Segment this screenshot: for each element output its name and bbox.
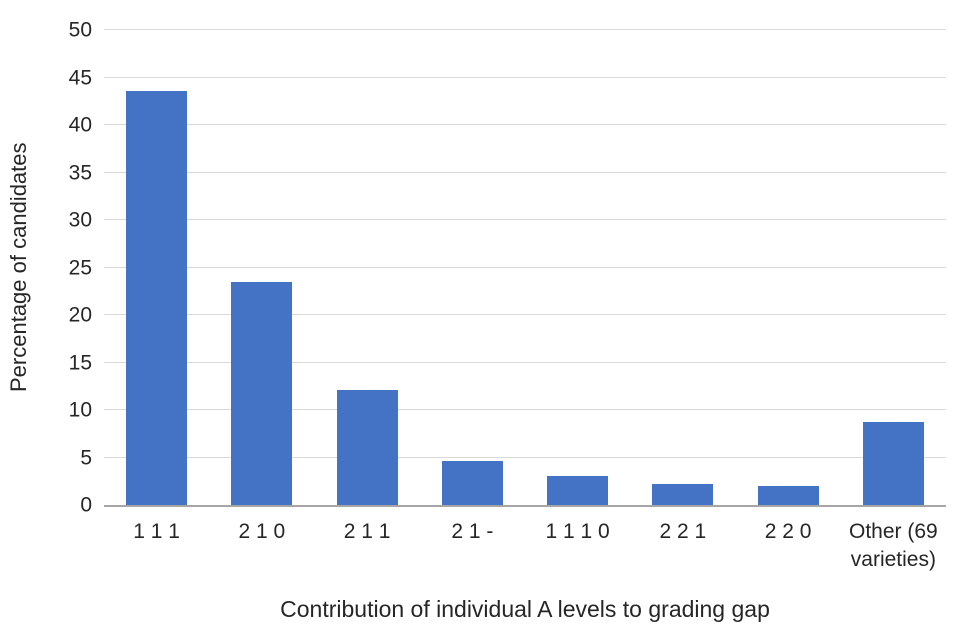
plot-area (104, 29, 946, 507)
gridline (104, 29, 946, 30)
bar (336, 390, 398, 505)
y-tick-label: 35 (68, 161, 92, 184)
gridline (104, 409, 946, 410)
bar-slot (736, 30, 841, 505)
y-axis-ticks: 0 5 10 15 20 25 30 35 40 45 50 (40, 20, 92, 516)
gridline (104, 361, 946, 363)
y-tick-label: 45 (68, 66, 92, 89)
y-tick-label: 20 (68, 303, 92, 327)
y-tick-label: 25 (68, 256, 92, 279)
bar-slot (420, 30, 525, 505)
bar (126, 90, 188, 505)
gridline (104, 456, 946, 458)
gridline (104, 171, 946, 173)
bar (757, 486, 819, 505)
x-tick-label: 2 1 0 (238, 520, 286, 543)
bar (441, 461, 503, 505)
x-tick-label: Other (69 varieties) (849, 520, 938, 572)
y-axis-title: Percentage of candidates (6, 142, 31, 393)
x-tick-label: 2 2 0 (764, 520, 812, 543)
y-tick-label: 10 (68, 398, 92, 422)
x-tick-label: 1 1 1 (133, 520, 180, 543)
bars-container (104, 30, 946, 505)
x-axis-labels: 1 1 1 2 1 0 2 1 1 2 1 - 1 1 1 0 2 2 1 2 2 0 Oth… (104, 518, 946, 575)
bar (547, 475, 609, 505)
bar-slot (209, 30, 314, 505)
bar (231, 281, 293, 505)
y-tick-label: 50 (68, 18, 92, 42)
gridline (104, 76, 946, 78)
y-tick-label: 40 (68, 113, 92, 137)
y-tick-label: 15 (68, 351, 92, 374)
x-tick-label: 1 1 1 0 (545, 520, 610, 543)
x-tick-label: 2 1 1 (343, 520, 391, 543)
bar-slot (841, 30, 946, 505)
y-tick-label: 30 (68, 208, 92, 232)
x-tick-label: 2 2 1 (659, 520, 707, 543)
bar-slot (104, 30, 209, 505)
gridline (104, 124, 946, 125)
bar-slot (630, 30, 735, 505)
x-axis-title: Contribution of individual A levels to g… (280, 596, 770, 622)
y-tick-label: 5 (80, 446, 92, 469)
bar-slot (315, 30, 420, 505)
gridline (104, 266, 946, 268)
x-tick-label: 2 1 - (451, 520, 494, 543)
bar-slot (525, 30, 630, 505)
bar (862, 422, 924, 505)
bar (652, 484, 714, 505)
gridline (104, 314, 946, 315)
gridline (104, 219, 946, 220)
y-tick-label: 0 (80, 493, 92, 517)
